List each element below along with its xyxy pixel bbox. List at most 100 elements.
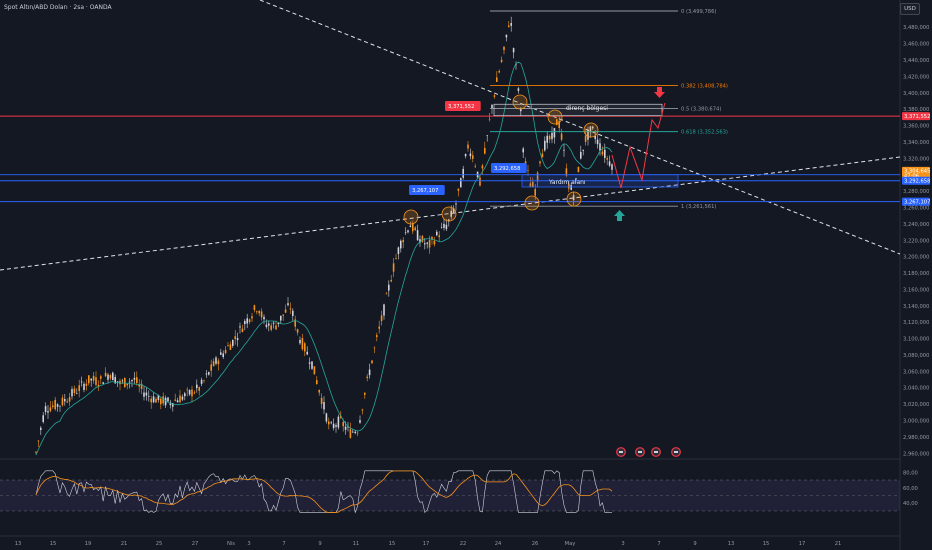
event-flag-icon[interactable] bbox=[616, 447, 626, 457]
candle-body bbox=[438, 235, 440, 238]
arrow-down-head bbox=[654, 92, 665, 98]
candle-body bbox=[412, 223, 414, 232]
line-tag-high: 3,371,552 bbox=[448, 104, 474, 110]
candle-body bbox=[270, 325, 272, 330]
candle bbox=[392, 258, 395, 277]
candle-body bbox=[584, 135, 587, 142]
event-flag-icon[interactable] bbox=[635, 447, 645, 457]
candle bbox=[220, 348, 222, 356]
arrow-up-head bbox=[614, 210, 625, 216]
support-zone-label: Yardım alanı bbox=[548, 179, 586, 186]
candle-body bbox=[596, 139, 599, 145]
candle-body bbox=[308, 362, 311, 364]
candle bbox=[88, 375, 90, 386]
pivot-marker bbox=[403, 209, 419, 225]
candle bbox=[102, 381, 104, 385]
time-tick-label: 7 bbox=[282, 541, 285, 547]
candle bbox=[152, 391, 155, 404]
candle-body bbox=[433, 240, 436, 245]
candle-body bbox=[560, 133, 563, 140]
candle-body bbox=[407, 230, 409, 233]
candle bbox=[491, 104, 493, 114]
candle-body bbox=[481, 165, 484, 169]
candle bbox=[484, 141, 486, 155]
candle bbox=[164, 395, 167, 409]
candle-body bbox=[133, 377, 136, 380]
candle bbox=[176, 397, 179, 403]
candle-body bbox=[510, 23, 512, 26]
candle-body bbox=[143, 392, 145, 397]
price-tick-label: 3,340,000 bbox=[903, 140, 929, 146]
arrow-down-shaft bbox=[657, 87, 662, 92]
candle bbox=[570, 182, 572, 191]
candle bbox=[373, 346, 376, 354]
price-tick-label: 3,480,000 bbox=[903, 25, 929, 31]
rsi-line bbox=[35, 470, 612, 514]
candle bbox=[460, 177, 462, 188]
candle-body bbox=[392, 263, 395, 272]
candle-body bbox=[474, 166, 476, 167]
fib-level-label: 0.382 (3,408,784) bbox=[681, 84, 728, 90]
candle bbox=[193, 390, 196, 395]
candle-body bbox=[222, 353, 224, 358]
candle-body bbox=[268, 323, 270, 326]
candle bbox=[76, 388, 78, 395]
candle bbox=[260, 308, 263, 321]
candle bbox=[78, 379, 80, 398]
currency-button[interactable]: USD bbox=[900, 3, 920, 15]
candle bbox=[510, 16, 512, 32]
candle bbox=[385, 291, 388, 295]
candle-body bbox=[169, 402, 172, 406]
candle-body bbox=[150, 398, 152, 403]
candle-body bbox=[553, 128, 556, 138]
candle bbox=[138, 378, 140, 393]
candle-body bbox=[467, 144, 469, 149]
price-tag-label: 3,292,658 bbox=[904, 179, 930, 185]
candle bbox=[580, 145, 582, 160]
candle bbox=[421, 234, 424, 243]
candle-body bbox=[140, 383, 143, 389]
candle-body bbox=[421, 236, 424, 242]
candle bbox=[256, 310, 258, 315]
candle bbox=[241, 324, 244, 333]
candle bbox=[517, 86, 520, 94]
price-tick-label: 3,440,000 bbox=[903, 58, 929, 64]
time-tick-label: 15 bbox=[763, 541, 770, 547]
candle-body bbox=[452, 208, 455, 213]
price-tag bbox=[902, 112, 930, 121]
candle bbox=[536, 171, 539, 188]
candle-body bbox=[294, 319, 296, 327]
candle-body bbox=[275, 325, 277, 330]
candle bbox=[157, 394, 160, 403]
time-tick-label: 15 bbox=[50, 541, 57, 547]
candle bbox=[452, 205, 455, 214]
candle-body bbox=[594, 136, 596, 139]
candle-body bbox=[575, 178, 577, 180]
candle-body bbox=[522, 148, 524, 153]
event-flag-icon[interactable] bbox=[671, 447, 681, 457]
candle-body bbox=[157, 394, 160, 400]
candle bbox=[133, 371, 136, 385]
candle bbox=[64, 394, 66, 406]
candle bbox=[577, 166, 580, 173]
candle-body bbox=[491, 104, 493, 109]
time-tick-label: 11 bbox=[353, 541, 360, 547]
candle bbox=[332, 418, 335, 431]
candle-body bbox=[203, 380, 205, 382]
event-flag-icon[interactable] bbox=[651, 447, 661, 457]
candle-body bbox=[352, 431, 354, 433]
candle-body bbox=[263, 316, 265, 320]
candle bbox=[270, 322, 272, 332]
candle bbox=[56, 403, 59, 412]
candle-body bbox=[556, 119, 558, 126]
candle-body bbox=[440, 227, 443, 228]
candle-body bbox=[186, 389, 188, 391]
candle-body bbox=[88, 375, 90, 384]
candle-body bbox=[604, 149, 606, 158]
candle-body bbox=[172, 403, 174, 407]
candle-body bbox=[508, 25, 510, 27]
candle bbox=[349, 422, 352, 439]
candle-body bbox=[354, 431, 356, 434]
candle-body bbox=[409, 225, 412, 228]
